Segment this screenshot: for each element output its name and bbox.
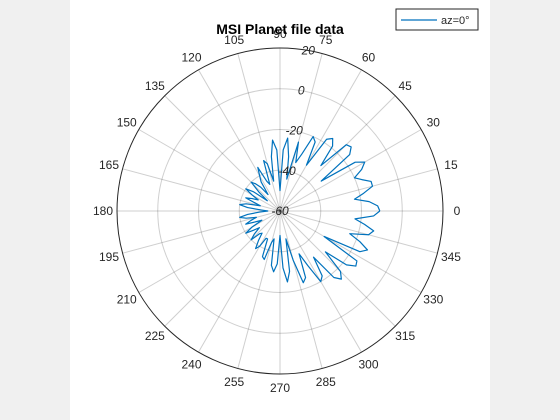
theta-gridline [164,95,281,212]
r-tick-label: 20 [301,43,316,57]
figure-paper [70,0,490,420]
theta-gridline [279,210,422,293]
r-gridline [238,169,322,253]
theta-gridline [279,210,438,254]
theta-gridline [279,95,396,212]
theta-tick-label: 195 [99,250,119,264]
outer-ring [116,47,444,375]
r-gridline [157,88,403,334]
theta-tick-label: 90 [273,27,287,41]
theta-gridline [198,69,281,212]
theta-tick-label: 105 [224,33,244,47]
theta-tick-label: 120 [181,51,201,65]
theta-gridline [279,69,362,212]
theta-tick-label: 75 [319,33,333,47]
theta-gridline [279,53,323,212]
theta-gridline [138,129,281,212]
chart-title: MSI Planet file data [216,21,344,37]
r-tick-label: -40 [278,164,296,178]
theta-gridline [122,168,281,212]
theta-tick-label: 330 [423,293,443,307]
theta-tick-label: 300 [358,357,378,371]
theta-gridline [237,53,281,212]
theta-gridline [237,210,281,369]
theta-tick-label: 315 [395,329,415,343]
theta-gridline [279,129,422,212]
theta-tick-label: 210 [117,293,137,307]
theta-tick-label: 345 [441,250,461,264]
theta-tick-label: 165 [99,158,119,172]
r-gridline [198,129,362,293]
theta-tick-label: 135 [145,79,165,93]
theta-tick-label: 15 [444,158,458,172]
theta-gridline [279,210,323,369]
theta-tick-label: 60 [362,51,376,65]
theta-tick-label: 270 [270,381,290,395]
theta-tick-label: 45 [398,79,412,93]
theta-gridline [164,210,281,327]
r-tick-label: -60 [271,204,289,218]
legend[interactable]: az=0° [395,8,479,31]
series-line[interactable] [239,135,381,284]
legend-entry-label: az=0° [441,15,470,27]
theta-tick-label: 225 [145,329,165,343]
theta-tick-label: 255 [224,375,244,389]
theta-tick-label: 180 [93,204,113,218]
r-tick-label: -20 [285,124,303,138]
theta-tick-label: 0 [454,204,461,218]
data-layer [239,135,381,284]
r-tick-label: 0 [298,84,305,98]
theta-gridline [198,210,281,353]
label-layer: 0 15 30 45 60 75 90 105 120 135 150 165 180 195 210 225… [93,27,461,395]
theta-gridline [279,168,438,212]
theta-tick-label: 240 [181,357,201,371]
theta-tick-label: 150 [117,116,137,130]
theta-tick-label: 285 [316,375,336,389]
theta-tick-label: 30 [427,116,441,130]
